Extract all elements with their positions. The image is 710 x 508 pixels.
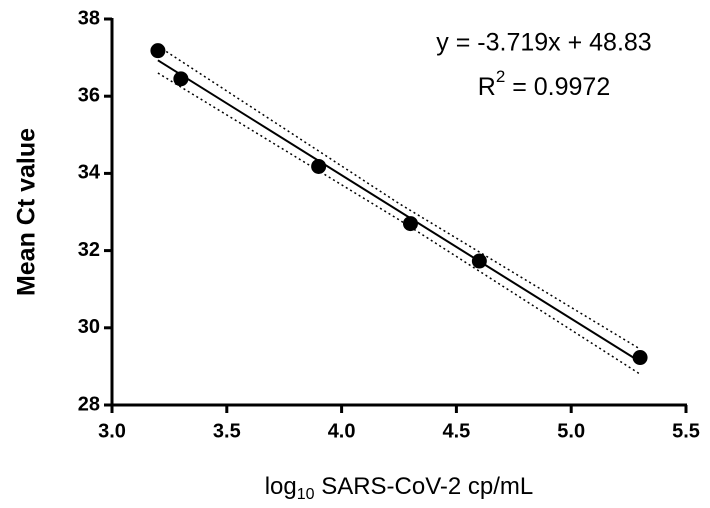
data-point xyxy=(632,350,648,366)
confidence-band-lower xyxy=(157,72,641,375)
data-point xyxy=(471,253,487,269)
x-tick-label: 3.5 xyxy=(213,420,241,442)
regression-line xyxy=(157,59,641,363)
x-tick-label: 5.0 xyxy=(557,420,585,442)
r-base: R xyxy=(478,73,496,101)
x-tick-label: 5.5 xyxy=(672,420,700,442)
r-rest: = 0.9972 xyxy=(505,73,610,101)
y-tick-label: 30 xyxy=(78,316,100,338)
data-point xyxy=(173,71,189,87)
x-tick-label: 3.0 xyxy=(98,420,126,442)
y-tick-label: 36 xyxy=(78,84,100,106)
y-tick-label: 38 xyxy=(78,7,100,29)
equation: y = -3.719x + 48.83 xyxy=(436,29,651,57)
x-label-rest: SARS-CoV-2 cp/mL xyxy=(315,473,534,500)
confidence-band-upper xyxy=(157,45,641,350)
x-tick-label: 4.5 xyxy=(442,420,470,442)
x-label-base: log xyxy=(265,473,297,500)
y-axis-label: Mean Ct value xyxy=(13,128,41,296)
x-tick-label: 4.0 xyxy=(328,420,356,442)
y-tick-label: 28 xyxy=(78,393,100,415)
y-tick-label: 34 xyxy=(78,162,101,184)
data-point xyxy=(402,216,418,232)
r-sup: 2 xyxy=(496,67,505,86)
y-tick-label: 32 xyxy=(78,239,100,261)
x-axis-label: log10 SARS-CoV-2 cp/mL xyxy=(265,473,534,503)
r-squared: R2 = 0.9972 xyxy=(478,67,611,100)
x-label-sub: 10 xyxy=(297,486,315,503)
data-point xyxy=(150,43,166,59)
data-point xyxy=(311,158,327,174)
